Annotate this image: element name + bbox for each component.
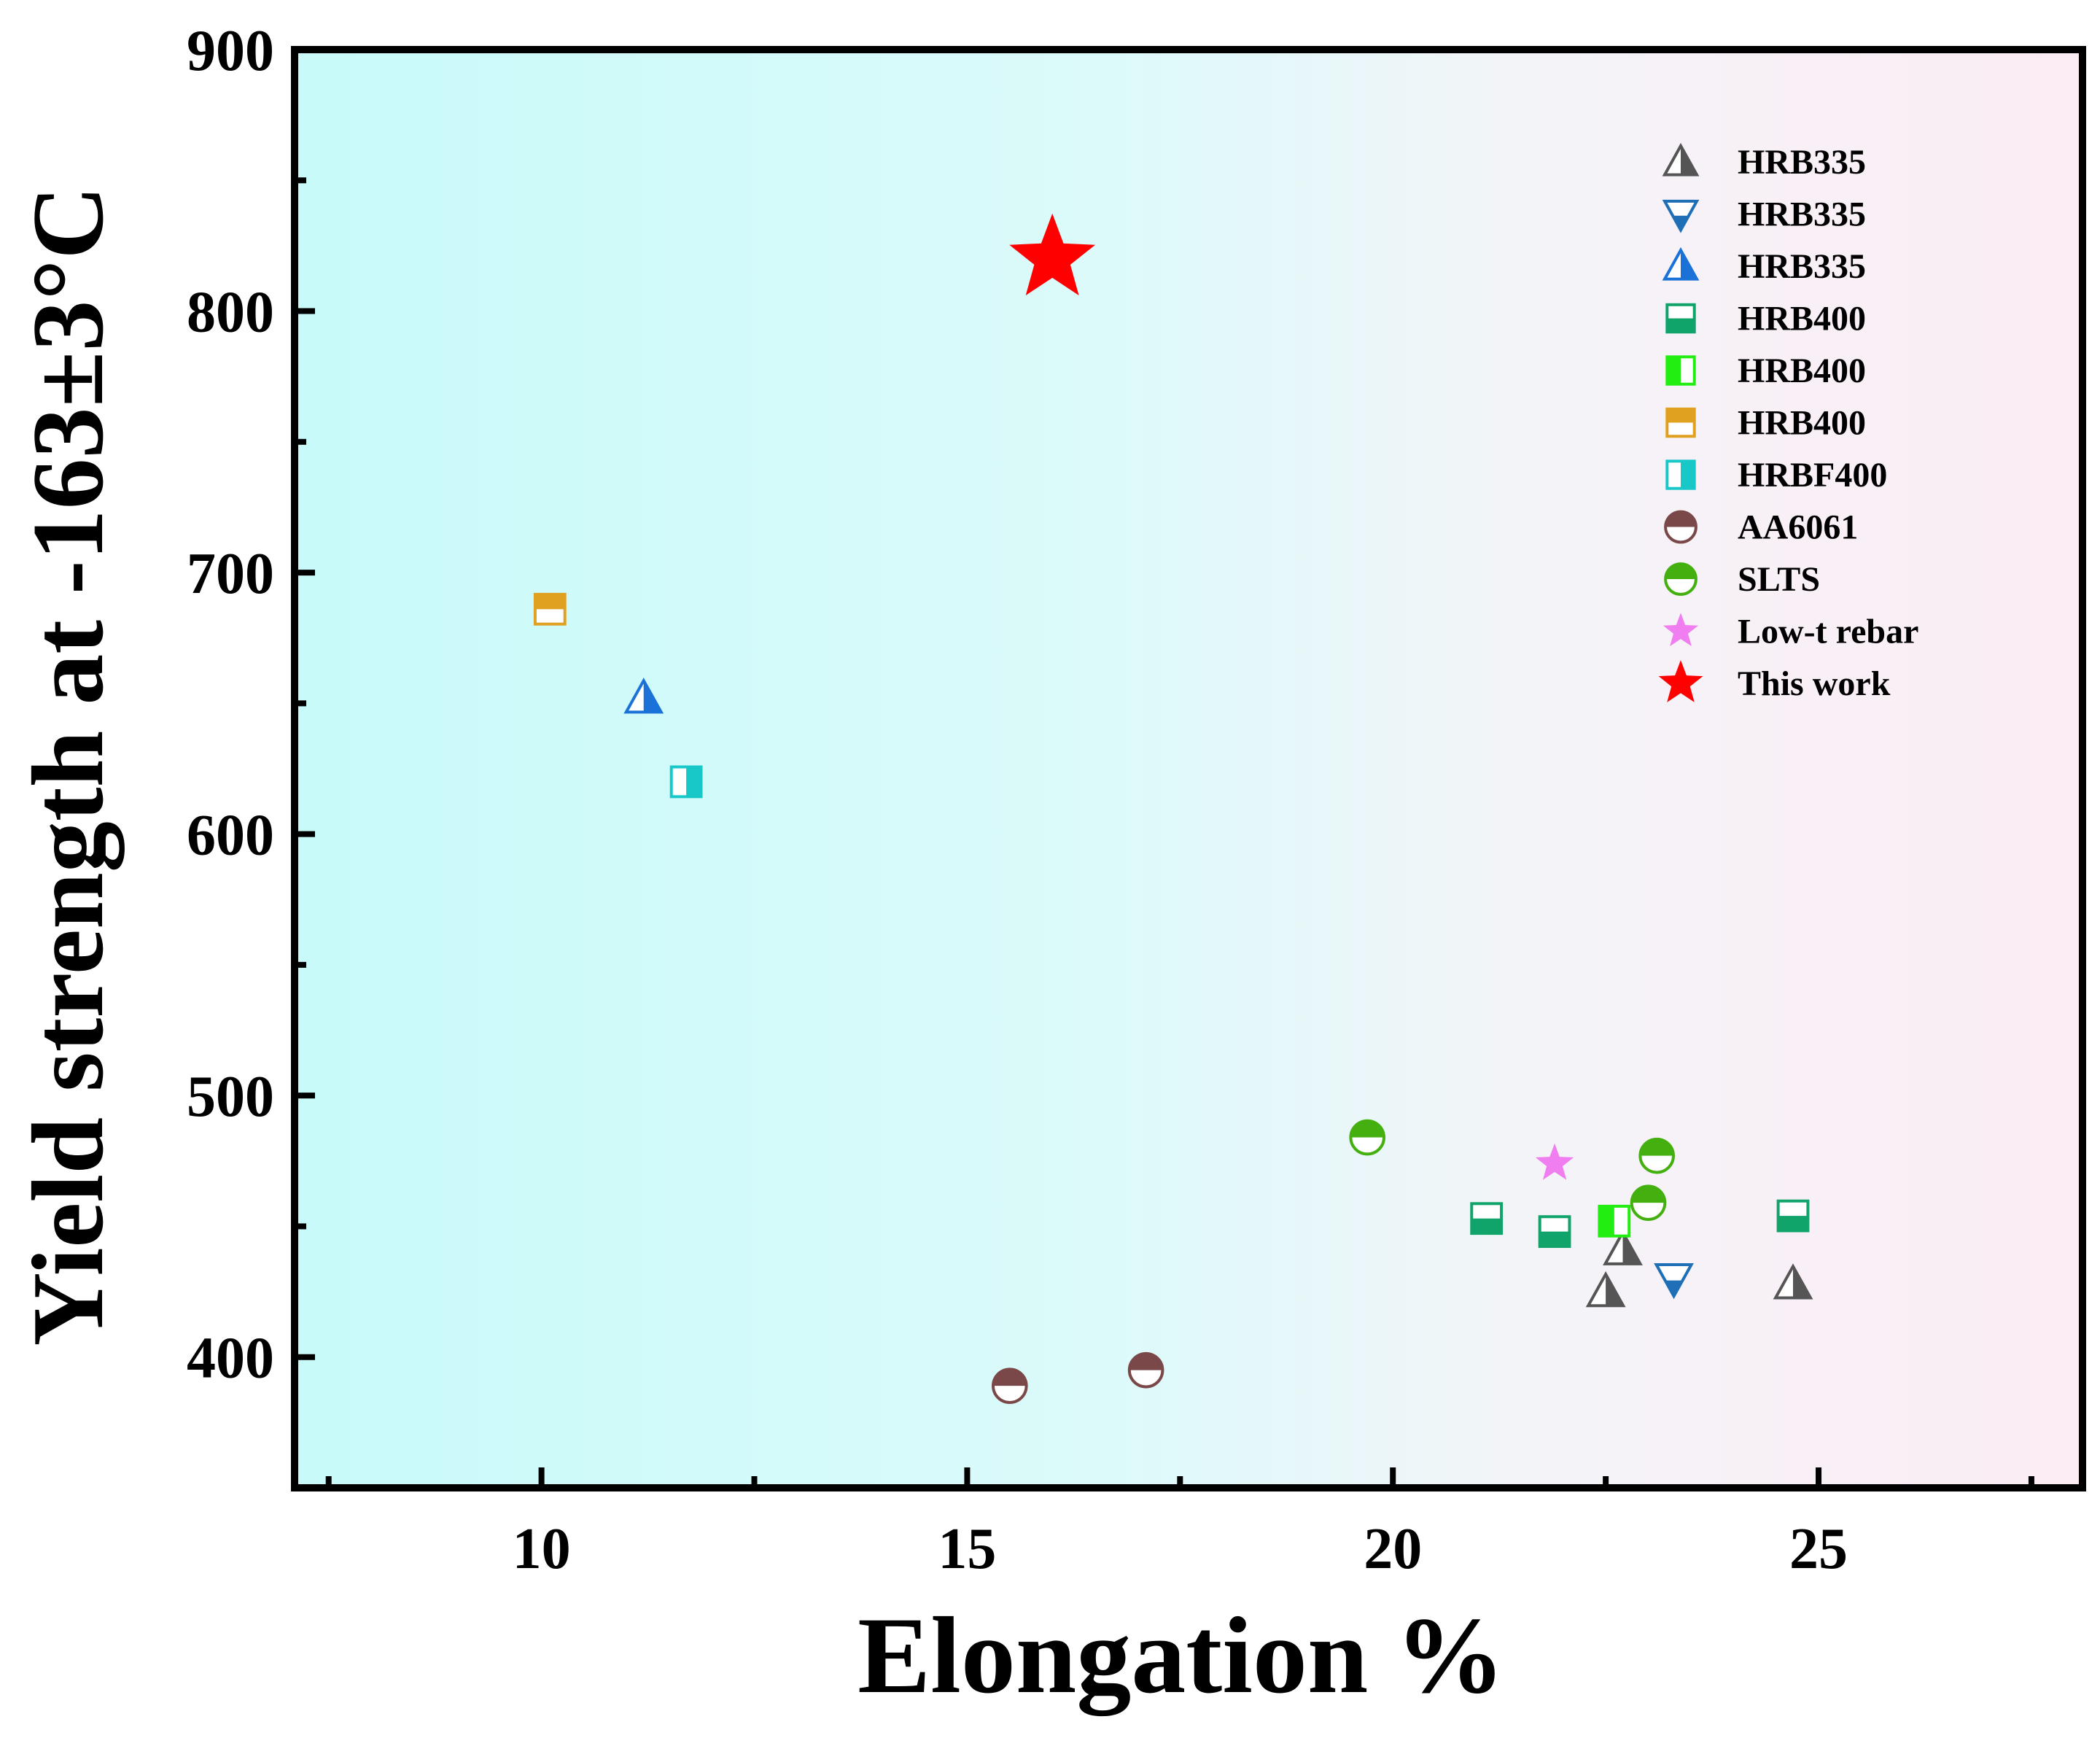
data-points	[533, 213, 1813, 1404]
legend-item: HRB335	[1662, 195, 1866, 234]
x-tick-label: 10	[513, 1517, 571, 1581]
legend-label: HRB400	[1738, 352, 1866, 390]
legend-label: HRB400	[1738, 300, 1866, 338]
x-axis-title: Elongation %	[858, 1595, 1505, 1716]
data-point-hrb400	[1470, 1202, 1504, 1235]
legend-label: Low-t rebar	[1738, 613, 1918, 651]
legend-symbol	[1658, 660, 1703, 702]
legend-label: HRBF400	[1738, 456, 1887, 494]
data-point-hrb335	[1773, 1263, 1813, 1300]
legend-symbol	[1662, 613, 1699, 646]
data-point-hrb400	[1538, 1215, 1571, 1249]
data-point-hrb335	[1654, 1262, 1694, 1300]
data-point-slts	[1638, 1137, 1675, 1174]
data-point-hrb335	[1603, 1229, 1643, 1265]
legend-item: HRB400	[1665, 300, 1866, 338]
y-tick-label: 900	[187, 19, 274, 83]
legend-label: HRB335	[1738, 195, 1866, 234]
data-point-hrb400	[1776, 1199, 1810, 1233]
legend-symbol	[1665, 355, 1696, 386]
plot-background	[295, 50, 2082, 1488]
data-point-hrb400	[1598, 1204, 1631, 1238]
legend-item: Low-t rebar	[1662, 613, 1918, 651]
legend-label: HRB400	[1738, 404, 1866, 443]
legend-label: This work	[1738, 664, 1891, 703]
legend-symbol	[1665, 459, 1696, 490]
x-tick-label: 25	[1789, 1517, 1848, 1581]
legend-symbol	[1662, 199, 1700, 233]
legend-symbol	[1664, 562, 1698, 596]
legend-symbol	[1662, 247, 1700, 281]
y-tick-label: 600	[187, 804, 274, 868]
plot-frame	[291, 46, 2086, 1491]
y-axis-title: Yield strength at -163±3°C	[12, 185, 125, 1346]
data-point-hrb400	[533, 592, 567, 626]
legend-item: This work	[1658, 660, 1891, 703]
data-point-hrb335	[623, 678, 664, 714]
legend-label: SLTS	[1738, 560, 1820, 599]
x-tick-label: 15	[938, 1517, 996, 1581]
legend-item: HRB335	[1662, 142, 1866, 182]
y-tick-label: 500	[187, 1065, 274, 1129]
legend: HRB335 HRB335 HRB335 HRB400 HRB400 HRB400 HRBF…	[1658, 142, 1918, 703]
legend-item: HRB400	[1665, 352, 1866, 390]
legend-item: HRB400	[1665, 404, 1866, 443]
legend-item: HRBF400	[1665, 456, 1887, 494]
y-tick-label: 400	[187, 1327, 274, 1391]
legend-item: HRB335	[1662, 247, 1866, 286]
legend-symbol	[1662, 142, 1700, 176]
legend-symbol	[1665, 303, 1696, 334]
legend-item: SLTS	[1664, 560, 1820, 599]
legend-label: AA6061	[1738, 508, 1858, 547]
data-point-low-t-rebar	[1535, 1143, 1574, 1180]
data-point-hrb335	[1585, 1270, 1626, 1308]
data-point-this-work	[1009, 213, 1096, 295]
x-tick-label: 20	[1364, 1517, 1422, 1581]
data-point-aa6061	[992, 1367, 1028, 1404]
tick-labels: 10 15 20 25 400 500 600 700 800 900	[187, 19, 1848, 1581]
y-tick-label: 700	[187, 542, 274, 606]
data-point-aa6061	[1127, 1351, 1164, 1389]
legend-symbol	[1664, 510, 1698, 544]
legend-symbol	[1665, 407, 1696, 438]
legend-item: AA6061	[1664, 508, 1858, 547]
legend-label: HRB335	[1738, 143, 1866, 182]
data-point-hrbf400	[669, 765, 703, 799]
data-point-slts	[1349, 1119, 1385, 1156]
data-point-slts	[1630, 1184, 1667, 1221]
y-tick-label: 800	[187, 281, 274, 345]
legend-label: HRB335	[1738, 247, 1866, 286]
